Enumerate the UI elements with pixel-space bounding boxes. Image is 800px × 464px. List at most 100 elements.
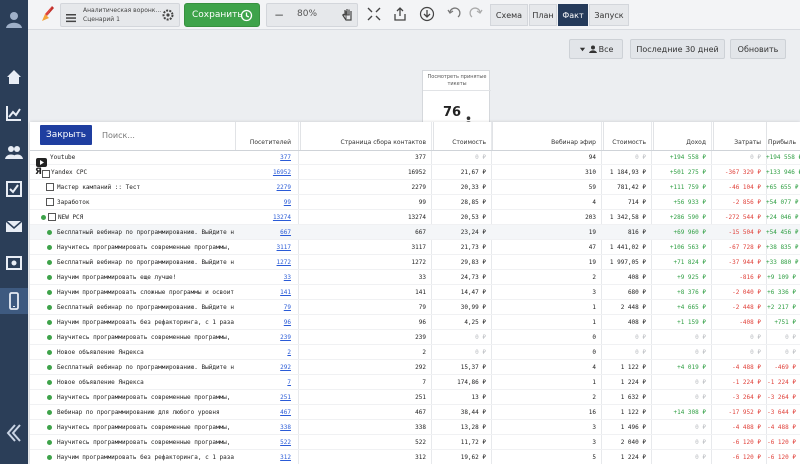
table-row[interactable]: Бесплатный вебинар по программированию. … (30, 360, 800, 375)
expand-square-icon[interactable] (46, 198, 54, 206)
mode-fact-button[interactable]: Факт (558, 4, 588, 26)
cell-visitors[interactable]: 3117 (276, 244, 291, 251)
download-circle-icon[interactable] (419, 6, 435, 22)
cell-profit: +24 046 ₽ (766, 214, 799, 221)
analytics-chart-icon[interactable] (0, 100, 28, 126)
cell-visitors[interactable]: 2 (287, 349, 291, 356)
table-row[interactable]: Научитесь программировать современные пр… (30, 390, 800, 405)
table-row[interactable]: Я Yandex CPC 16952 16952 21,67 ₽ 310 1 184,93 … (30, 165, 800, 180)
cell-visitors[interactable]: 1272 (276, 259, 291, 266)
table-row[interactable]: Научитесь программировать современные пр… (30, 420, 800, 435)
cell-contacts: 312 (415, 454, 426, 461)
row-name: NEW РСЯ (58, 214, 84, 221)
expense-header[interactable]: Затраты (713, 122, 765, 150)
table-row[interactable]: Научитесь программировать современные пр… (30, 240, 800, 255)
mode-plan-button[interactable]: План (529, 4, 557, 26)
cell-visitors[interactable]: 251 (280, 394, 291, 401)
table-row[interactable]: Вебинар по программированию для любого у… (30, 405, 800, 420)
home-icon[interactable] (0, 64, 28, 90)
webinar-cost-header-label: Стоимость (612, 139, 646, 146)
mode-launch-button[interactable]: Запуск (589, 4, 629, 26)
cell-visitors[interactable]: 7 (287, 379, 291, 386)
share-upload-icon[interactable] (392, 6, 408, 22)
refresh-button[interactable]: Обновить (730, 39, 786, 59)
contacts-page-header[interactable]: Страница сбора контактов (300, 122, 430, 150)
table-row[interactable]: NEW РСЯ 13274 13274 20,53 ₽ 203 1 342,58 ₽ +28… (30, 210, 800, 225)
cell-visitors[interactable]: 239 (280, 334, 291, 341)
hand-pan-icon[interactable] (340, 6, 356, 22)
table-row[interactable]: Научим программировать без рефакторинга,… (30, 315, 800, 330)
table-row[interactable]: Научитесь программировать современные пр… (30, 435, 800, 450)
user-icon (588, 45, 597, 53)
table-row[interactable]: Научим программировать еще лучше! 33 33 24,… (30, 270, 800, 285)
expand-square-icon[interactable] (42, 170, 50, 178)
safe-box-icon[interactable] (0, 250, 28, 276)
cell-contacts: 292 (415, 364, 426, 371)
cell-visitors[interactable]: 377 (280, 154, 291, 161)
table-row[interactable]: Новое объявление Яндекса 7 7 174,86 ₽ 1 1 224… (30, 375, 800, 390)
table-row[interactable]: Бесплатный вебинар по программированию. … (30, 255, 800, 270)
cell-visitors[interactable]: 99 (283, 199, 291, 206)
cell-visitors[interactable]: 667 (280, 229, 291, 236)
cell-expense: 0 ₽ (750, 154, 761, 161)
cell-cost1: 13,28 ₽ (460, 424, 486, 431)
cell-expense: -408 ₽ (739, 319, 761, 326)
webinar-header[interactable]: Вебинар эфир (492, 122, 600, 150)
table-row[interactable]: Научим программировать сложные программы… (30, 285, 800, 300)
save-button-label: Сохранить (192, 10, 243, 20)
undo-icon[interactable] (446, 6, 462, 22)
visitors-header[interactable]: Посетителей (235, 122, 295, 150)
search-input[interactable] (96, 126, 236, 144)
row-name: Научим программировать без рефакторинга,… (57, 454, 234, 461)
cell-visitors[interactable]: 2279 (276, 184, 291, 191)
zoom-in-button[interactable]: + (340, 8, 352, 22)
mode-scheme-button[interactable]: Схема (490, 4, 528, 26)
zoom-out-button[interactable]: − (273, 8, 285, 22)
table-row[interactable]: Youtube 377 377 0 ₽ 94 0 ₽ +194 558 ₽ 0 ₽ +194 5… (30, 150, 800, 167)
collapse-arrows-icon[interactable] (366, 6, 382, 22)
cell-visitors[interactable]: 96 (283, 319, 291, 326)
cell-visitors[interactable]: 79 (283, 304, 291, 311)
save-button[interactable]: Сохранить (184, 3, 260, 27)
cell-visitors[interactable]: 141 (280, 289, 291, 296)
table-row[interactable]: Бесплатный вебинар по программированию. … (30, 225, 800, 240)
expand-square-icon[interactable] (48, 213, 56, 221)
cell-expense: -3 264 ₽ (732, 394, 761, 401)
mobile-phone-icon[interactable] (0, 288, 28, 314)
settings-gear-icon[interactable] (161, 7, 175, 21)
close-button[interactable]: Закрыть (40, 125, 92, 145)
scenario-selector[interactable]: Аналитическая воронк... Сценарий 1 (60, 3, 180, 27)
profit-header[interactable]: Прибыль (766, 122, 800, 150)
cell-webinar: 2 (592, 394, 596, 401)
table-row[interactable]: Бесплатный вебинар по программированию. … (30, 300, 800, 315)
period-selector-button[interactable]: Последние 30 дней (630, 39, 725, 59)
users-group-icon[interactable] (0, 139, 28, 165)
cell-visitors[interactable]: 292 (280, 364, 291, 371)
redo-icon[interactable] (468, 6, 484, 22)
expand-square-icon[interactable] (46, 183, 54, 191)
cell-visitors[interactable]: 522 (280, 439, 291, 446)
cell-visitors[interactable]: 16952 (272, 169, 291, 176)
table-row[interactable]: Мастер кампаний :: Тест 2279 2279 20,33 ₽ 59… (30, 180, 800, 195)
table-row[interactable]: Новое объявление Яндекса 2 2 0 ₽ 0 0 ₽ 0 ₽ 0 ₽ 0… (30, 345, 800, 360)
tasks-checkbox-icon[interactable] (0, 176, 28, 202)
hamburger-menu-icon[interactable] (65, 9, 77, 23)
filter-all-button[interactable]: Все (569, 39, 623, 59)
cost-header[interactable]: Стоимость (433, 122, 490, 150)
webinar-cost-header[interactable]: Стоимость (603, 122, 650, 150)
table-row[interactable]: Научим программировать без рефакторинга,… (30, 450, 800, 464)
table-row[interactable]: Научитесь программировать современные пр… (30, 330, 800, 345)
table-row[interactable]: Заработок 99 99 28,85 ₽ 4 714 ₽ +56 933 ₽ -2 85… (30, 195, 800, 210)
cell-profit: +33 880 ₽ (766, 259, 799, 266)
cell-visitors[interactable]: 467 (280, 409, 291, 416)
cell-visitors[interactable]: 312 (280, 454, 291, 461)
cell-webinar: 4 (592, 199, 596, 206)
user-avatar-icon[interactable] (0, 6, 28, 32)
cell-visitors[interactable]: 13274 (272, 214, 291, 221)
cell-cost2: 1 122 ₽ (620, 364, 646, 371)
cell-visitors[interactable]: 338 (280, 424, 291, 431)
income-header[interactable]: Доход (653, 122, 710, 150)
cell-visitors[interactable]: 33 (283, 274, 291, 281)
cell-cost2: 2 448 ₽ (620, 304, 646, 311)
mail-envelope-icon[interactable] (0, 213, 28, 239)
